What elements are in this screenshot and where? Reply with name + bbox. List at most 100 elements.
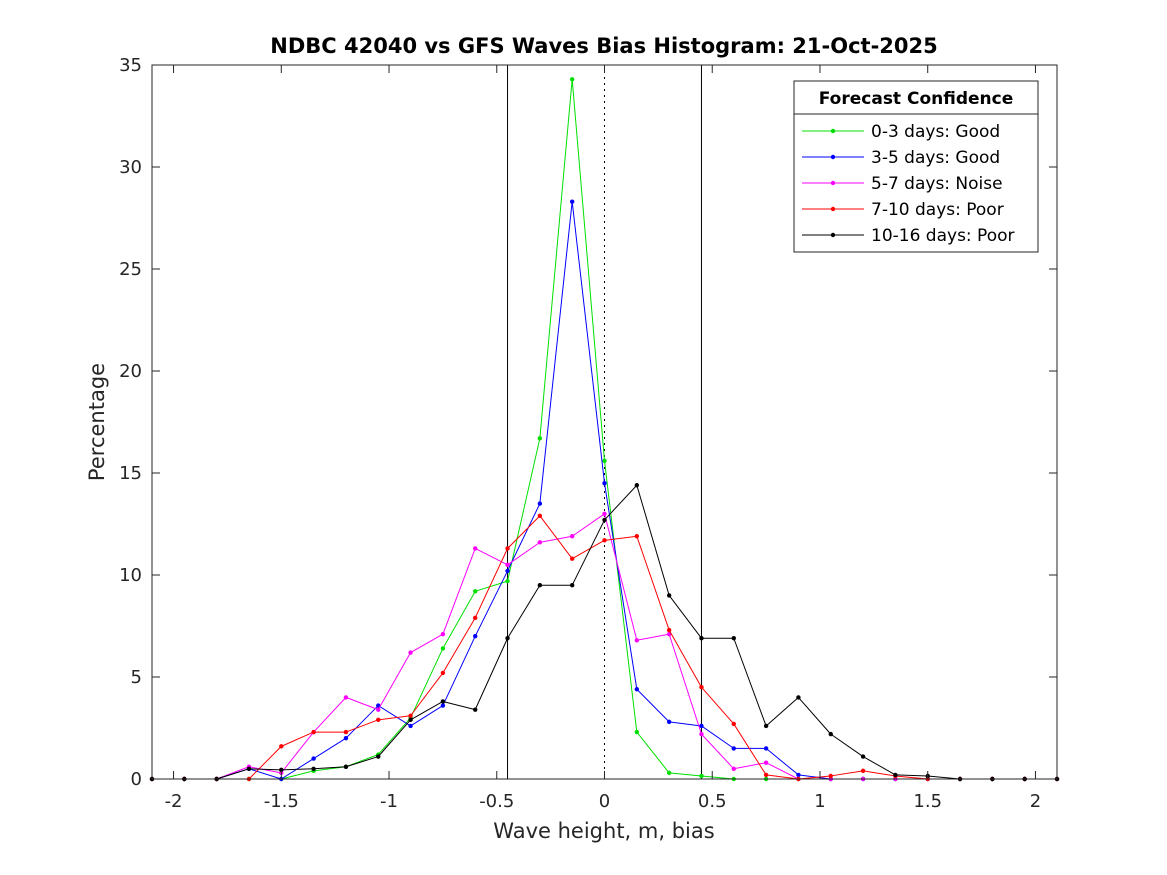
legend-entry: 10-16 days: Poor	[802, 226, 1015, 246]
data-point	[343, 764, 349, 769]
y-tick-label: 25	[119, 259, 142, 280]
data-point	[699, 773, 704, 779]
data-point	[569, 77, 575, 82]
legend-swatch-marker	[830, 154, 836, 160]
data-point	[828, 773, 833, 779]
data-point	[602, 458, 607, 463]
reference-lines	[507, 65, 702, 779]
data-point	[634, 638, 640, 643]
data-point	[311, 756, 316, 761]
legend-swatch-marker	[830, 180, 836, 186]
data-point	[634, 729, 640, 735]
data-point	[763, 723, 769, 729]
y-tick-label: 10	[119, 565, 142, 586]
data-point	[311, 766, 316, 771]
data-point	[440, 631, 446, 637]
data-point	[602, 511, 607, 516]
x-tick-label: -1	[380, 791, 398, 812]
y-tick-label: 20	[119, 361, 142, 382]
y-tick-label: 30	[119, 157, 142, 178]
data-point	[731, 636, 736, 641]
data-point	[537, 501, 543, 506]
data-point	[796, 772, 801, 778]
series-5	[149, 483, 1060, 782]
x-tick-label: -1.5	[264, 791, 299, 812]
data-point	[473, 589, 478, 594]
y-tick-labels: 0 5 10 15 20 25 30 35	[119, 55, 142, 790]
data-point	[440, 646, 446, 651]
x-axis-label: Wave height, m, bias	[493, 819, 714, 843]
data-point	[666, 593, 672, 598]
series-layer	[149, 77, 1060, 782]
legend-swatch-marker	[830, 206, 836, 212]
data-point	[473, 634, 478, 639]
data-point	[440, 703, 446, 708]
legend-entries: 0-3 days: Good 3-5 days: Good 5-7 days: No…	[802, 122, 1015, 246]
data-point	[440, 670, 446, 676]
data-point	[376, 707, 381, 712]
data-point	[699, 731, 704, 737]
data-point	[763, 746, 769, 751]
data-point	[634, 687, 640, 692]
data-point	[763, 760, 769, 765]
data-point	[408, 723, 413, 729]
data-point	[505, 562, 510, 567]
data-point	[408, 650, 413, 655]
data-point	[343, 729, 349, 735]
data-point	[376, 703, 381, 708]
data-point	[408, 717, 413, 723]
data-point	[440, 699, 446, 704]
data-point	[279, 744, 284, 749]
data-point	[505, 636, 510, 641]
data-point	[699, 636, 704, 641]
x-tick-label: 0	[599, 791, 610, 812]
data-point	[634, 483, 640, 488]
legend-title: Forecast Confidence	[819, 89, 1014, 109]
data-point	[666, 770, 672, 776]
y-tick-label: 15	[119, 463, 142, 484]
legend: Forecast Confidence 0-3 days: Good 3-5 da…	[793, 80, 1039, 253]
data-point	[537, 583, 543, 588]
axis-ticks	[152, 64, 1057, 780]
data-point	[860, 754, 866, 759]
data-point	[731, 766, 736, 771]
data-point	[763, 772, 769, 778]
data-point	[376, 717, 381, 723]
data-point	[634, 534, 640, 539]
legend-label: 0-3 days: Good	[871, 122, 1000, 142]
data-point	[473, 707, 478, 712]
y-tick-label: 0	[131, 769, 142, 790]
x-tick-label: 2	[1030, 791, 1041, 812]
data-point	[505, 546, 510, 551]
data-point	[408, 713, 413, 718]
data-point	[602, 517, 607, 523]
x-tick-label: 1	[814, 791, 825, 812]
x-tick-label: 1.5	[913, 791, 942, 812]
legend-entry: 7-10 days: Poor	[802, 200, 1004, 220]
data-point	[569, 199, 575, 204]
data-point	[537, 436, 543, 441]
data-point	[343, 695, 349, 700]
chart-title: NDBC 42040 vs GFS Waves Bias Histogram: …	[270, 34, 937, 58]
data-point	[699, 723, 704, 729]
data-point	[537, 540, 543, 545]
data-point	[473, 615, 478, 621]
x-tick-label: -0.5	[479, 791, 514, 812]
legend-label: 3-5 days: Good	[871, 148, 1000, 168]
legend-box	[793, 80, 1039, 253]
data-point	[569, 534, 575, 539]
legend-label: 7-10 days: Poor	[871, 200, 1004, 220]
legend-swatch-marker	[830, 128, 836, 134]
data-point	[666, 719, 672, 725]
legend-swatch-marker	[830, 232, 836, 238]
data-point	[473, 546, 478, 551]
legend-entry: 0-3 days: Good	[802, 122, 1000, 142]
data-point	[505, 578, 510, 584]
data-point	[602, 538, 607, 543]
y-axis-label: Percentage	[85, 363, 109, 481]
legend-label: 10-16 days: Poor	[871, 226, 1015, 246]
data-point	[666, 631, 672, 637]
data-point	[860, 768, 866, 774]
data-point	[537, 513, 543, 519]
